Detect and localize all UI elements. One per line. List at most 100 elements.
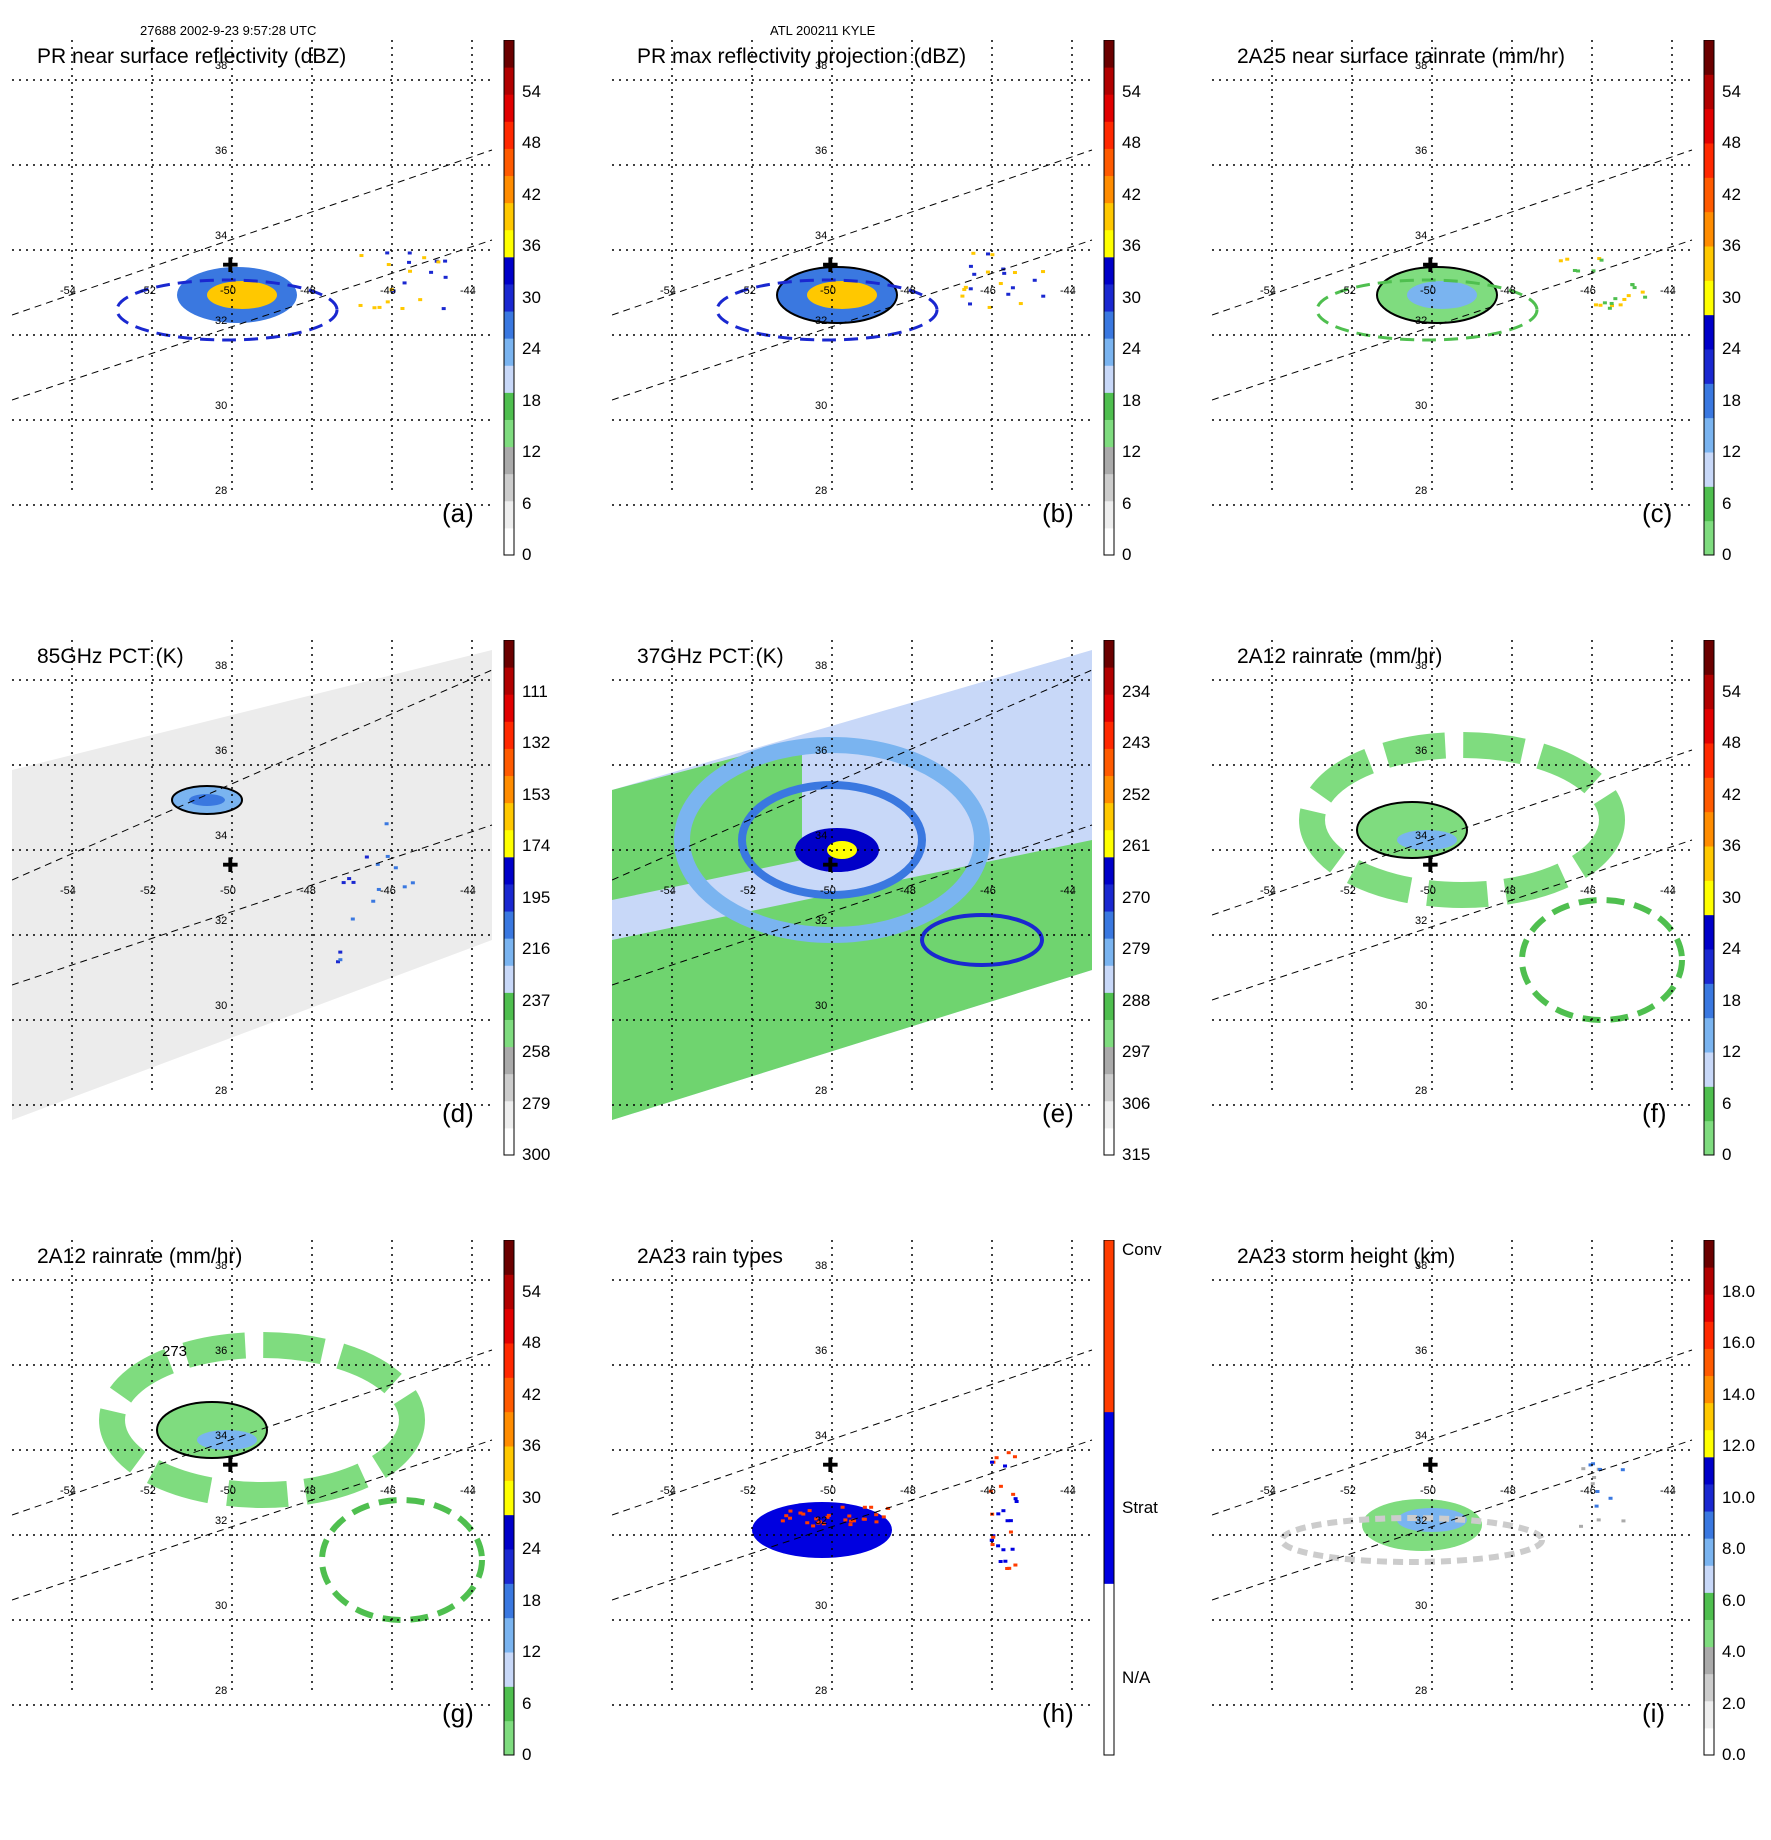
longitude-label: -48 [900, 285, 916, 297]
convective-cell [336, 960, 341, 964]
outer-rain-cell [407, 260, 412, 264]
panel-label: (c) [1642, 498, 1673, 528]
longitude-label: -52 [1340, 885, 1356, 897]
outer-rain-cell [385, 251, 390, 255]
colorbar-tick-label: 54 [522, 81, 541, 101]
outer-rain-cell [1640, 290, 1645, 294]
swath-edge-bottom [1212, 1439, 1693, 1601]
colorbar-segment [504, 1686, 514, 1722]
colorbar-segment [504, 1127, 514, 1156]
colorbar-segment [1104, 527, 1114, 556]
colorbar-tick-label: 270 [1122, 887, 1151, 907]
colorbar-segment [1704, 1402, 1714, 1431]
convective-pixel [821, 1522, 826, 1526]
longitude-label: -50 [820, 285, 836, 297]
convective-pixel [780, 1519, 785, 1523]
colorbar-tick-label: 36 [522, 236, 541, 255]
colorbar-tick-label: 288 [1122, 990, 1151, 1010]
colorbar-segment [504, 311, 514, 339]
longitude-label: -44 [460, 285, 476, 297]
convective-pixel [848, 1523, 853, 1527]
colorbar-segment [1704, 1321, 1714, 1349]
blue-arc [738, 781, 926, 899]
colorbar-segment [1104, 473, 1114, 502]
map-canvas: ✚ [1212, 640, 1715, 1156]
colorbar-segment [504, 965, 514, 993]
colorbar-segment [1704, 1646, 1714, 1675]
panel-title: 2A23 storm height (km) [1237, 1245, 1456, 1268]
colorbar-segment [1104, 1073, 1114, 1102]
storm-inner-core [207, 281, 277, 309]
colorbar-tick-label: N/A [1122, 1667, 1151, 1687]
latitude-label: 28 [215, 485, 228, 497]
colorbar-segment [1704, 246, 1714, 281]
storm-inner-core [1407, 281, 1477, 309]
colorbar-tick-label: 315 [1122, 1145, 1151, 1164]
colorbar-segment [1104, 94, 1114, 122]
outer-rain-cell [1599, 258, 1604, 262]
colorbar-segment [1104, 911, 1114, 939]
swath-edge-top [612, 669, 1093, 881]
colorbar-segment [1104, 365, 1114, 393]
latitude-label: 30 [215, 1000, 228, 1012]
rainband-ring [1299, 732, 1625, 908]
outer-rain-cell [372, 306, 377, 310]
longitude-label: -44 [460, 1485, 476, 1497]
colorbar-tick-label: 6.0 [1722, 1590, 1746, 1610]
latitude-label: 36 [215, 745, 228, 757]
colorbar-segment [1704, 349, 1714, 384]
longitude-label: -54 [60, 1485, 76, 1497]
panel-g: ✚ 273 -54 -52 -50 -48 -46 -44 38 36 34 32 30 28 2A12 r… [12, 1240, 612, 1840]
convective-pixel [826, 1513, 831, 1517]
outer-rain-cell [1632, 286, 1637, 290]
outer-rain-cell [1041, 270, 1046, 274]
longitude-label: -50 [820, 885, 836, 897]
colorbar-segment [504, 446, 514, 475]
storm-center-marker: ✚ [822, 253, 839, 277]
colorbar-segment [504, 338, 514, 366]
longitude-label: -54 [660, 1485, 676, 1497]
colorbar-segment [504, 938, 514, 966]
colorbar-segment [504, 883, 514, 912]
colorbar-tick-label: 0.0 [1722, 1745, 1746, 1764]
colorbar-segment [1704, 1727, 1714, 1756]
map-canvas: ✚ [1212, 1240, 1715, 1756]
outer-rain-cell [960, 294, 965, 298]
longitude-label: -48 [1500, 885, 1516, 897]
convective-cell [341, 881, 346, 885]
colorbar-segment [504, 1308, 514, 1344]
colorbar-segment [1704, 1120, 1714, 1156]
colorbar-segment [1104, 640, 1114, 668]
colorbar-segment [504, 1274, 514, 1310]
colorbar-segment [504, 229, 514, 258]
colorbar-segment [1704, 143, 1714, 178]
colorbar-segment [504, 1652, 514, 1687]
convective-pixel [843, 1518, 848, 1522]
colorbar-segment [504, 1377, 514, 1413]
colorbar-segment [1704, 914, 1714, 950]
latitude-label: 30 [1415, 1600, 1428, 1612]
outer-rain-cell [386, 263, 391, 267]
latitude-label: 32 [1415, 1515, 1428, 1527]
longitude-label: -46 [1580, 1485, 1596, 1497]
colorbar-segment [504, 473, 514, 502]
outer-echo-pixel [1579, 1524, 1584, 1528]
colorbar-segment [1704, 1673, 1714, 1702]
colorbar-segment [1704, 743, 1714, 778]
outer-rain-cell [422, 256, 427, 260]
outer-rain-cell [990, 253, 995, 257]
colorbar-segment [504, 829, 514, 858]
outer-rain-cell [443, 259, 448, 263]
colorbar-tick-label: 12 [522, 1642, 541, 1661]
latitude-label: 32 [815, 915, 828, 927]
longitude-label: -44 [460, 885, 476, 897]
colorbar-segment [1104, 1127, 1114, 1156]
outer-rain-pixel [988, 1489, 993, 1493]
convective-pixel [807, 1509, 812, 1513]
outer-rain-cell [1012, 271, 1017, 275]
colorbar-segment [504, 527, 514, 556]
outer-rain-pixel [1005, 1519, 1010, 1523]
colorbar-segment [1104, 694, 1114, 722]
outer-band [920, 913, 1044, 967]
longitude-label: -44 [1660, 1485, 1676, 1497]
